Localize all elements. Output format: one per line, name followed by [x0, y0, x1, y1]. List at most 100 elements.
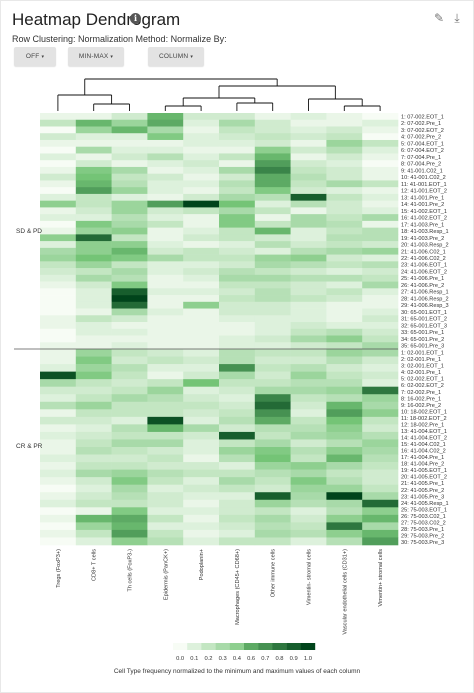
heatmap-cell	[362, 431, 399, 440]
heatmap-cell	[40, 146, 77, 154]
info-icon[interactable]: i	[130, 13, 141, 24]
heatmap-cell	[111, 247, 148, 255]
heatmap-cell	[362, 207, 399, 215]
normalization-select[interactable]: MIN-MAX ▾	[68, 47, 124, 66]
heatmap-cell	[111, 394, 148, 403]
heatmap-cell	[254, 364, 291, 372]
heatmap-cell	[290, 119, 327, 127]
heatmap-cell	[290, 241, 327, 249]
row-label: 18: 41-004.Pre_2	[401, 462, 444, 468]
row-label: 11: 41-001.EOT_1	[401, 182, 447, 188]
heatmap-cell	[183, 220, 220, 228]
heatmap-cell	[183, 514, 220, 523]
heatmap-cell	[40, 386, 77, 395]
heatmap-cell	[326, 477, 363, 485]
caret-down-icon: ▾	[110, 54, 114, 60]
row-label: 23: 41-005.Pre_3	[401, 494, 444, 500]
heatmap-cell	[75, 349, 112, 357]
heatmap-cell	[111, 146, 148, 154]
heatmap-cell	[326, 301, 363, 309]
heatmap-cell	[183, 133, 220, 141]
heatmap-cell	[40, 160, 77, 168]
row-clustering-select[interactable]: OFF ▾	[14, 47, 56, 66]
heatmap-cell	[219, 220, 256, 228]
heatmap-cell	[111, 371, 148, 380]
download-icon[interactable]: ⤓	[454, 11, 460, 25]
heatmap-cell	[290, 308, 327, 316]
heatmap-cell	[362, 247, 399, 255]
heatmap-cell	[362, 187, 399, 195]
heatmap-cell	[219, 522, 256, 531]
heatmap-cell	[254, 200, 291, 208]
heatmap-cell	[147, 416, 184, 425]
column-label: Vimentin- stromal cells	[307, 549, 313, 605]
heatmap-cell	[75, 301, 112, 309]
heatmap-cell	[147, 166, 184, 174]
heatmap-cell	[219, 315, 256, 323]
heatmap-cell	[183, 126, 220, 134]
heatmap-cell	[254, 371, 291, 380]
heatmap-cell	[40, 200, 77, 208]
heatmap-cell	[40, 522, 77, 531]
row-label: 11: 18-002.EOT_2	[401, 416, 447, 422]
heatmap-cell	[219, 431, 256, 440]
heatmap-cell	[290, 356, 327, 365]
heatmap-cell	[254, 335, 291, 343]
heatmap-cell	[219, 180, 256, 188]
heatmap-cell	[147, 328, 184, 336]
normalize-by-select[interactable]: COLUMN ▾	[148, 47, 204, 66]
heatmap-cell	[147, 139, 184, 148]
heatmap-cell	[147, 187, 184, 195]
column-label: Vimentin+ stromal cells	[378, 549, 384, 607]
row-label: 15: 41-004.C02_1	[401, 442, 446, 448]
row-label: 5: 07-004.EOT_1	[401, 141, 444, 147]
heatmap-cell	[147, 268, 184, 276]
row-label: 14: 41-004.EOT_2	[401, 435, 447, 441]
heatmap-cell	[290, 301, 327, 309]
heatmap-cell	[75, 173, 112, 181]
heatmap-cell	[40, 322, 77, 330]
heatmap-cell	[290, 507, 327, 516]
heatmap-cell	[111, 153, 148, 161]
column-label: Epidermis (PanCK+)	[163, 549, 169, 600]
heatmap-cell	[183, 537, 220, 546]
heatmap-cell	[326, 409, 363, 418]
heatmap-cell	[290, 254, 327, 262]
heatmap-cell	[254, 288, 291, 296]
heatmap-cell	[183, 214, 220, 222]
heatmap-cell	[40, 254, 77, 262]
heatmap-cell	[111, 424, 148, 433]
row-label: 2: 02-001.Pre_1	[401, 357, 441, 363]
heatmap-cell	[183, 274, 220, 282]
heatmap-cell	[111, 234, 148, 242]
heatmap-cell	[40, 335, 77, 343]
normalization-value: MIN-MAX	[78, 53, 109, 60]
heatmap-cell	[290, 364, 327, 372]
heatmap-cell	[254, 454, 291, 463]
heatmap-cell	[75, 281, 112, 289]
heatmap-cell	[111, 439, 148, 448]
heatmap-cell	[326, 492, 363, 501]
heatmap-cell	[219, 173, 256, 181]
heatmap-cell	[290, 439, 327, 448]
heatmap-cell	[326, 193, 363, 201]
heatmap-cell	[326, 328, 363, 336]
heatmap-cell	[147, 207, 184, 215]
heatmap-cell	[254, 315, 291, 323]
heatmap-cell	[111, 281, 148, 289]
heatmap-cell	[362, 371, 399, 380]
heatmap-cell	[290, 173, 327, 181]
row-label: 17: 41-004.Pre_1	[401, 455, 444, 461]
row-label: 21: 41-005.Pre_1	[401, 481, 444, 487]
heatmap-cell	[75, 126, 112, 134]
heatmap-cell	[111, 193, 148, 201]
edit-icon[interactable]: ✎	[433, 11, 445, 25]
heatmap-cell	[147, 439, 184, 448]
legend-tick-label: 1.0	[304, 656, 312, 662]
heatmap-cell	[147, 173, 184, 181]
heatmap-cell	[111, 133, 148, 141]
heatmap-cell	[290, 416, 327, 425]
row-label: 3: 02-001.EOT_1	[401, 364, 444, 370]
heatmap-cell	[40, 537, 77, 546]
heatmap-cell	[111, 379, 148, 387]
